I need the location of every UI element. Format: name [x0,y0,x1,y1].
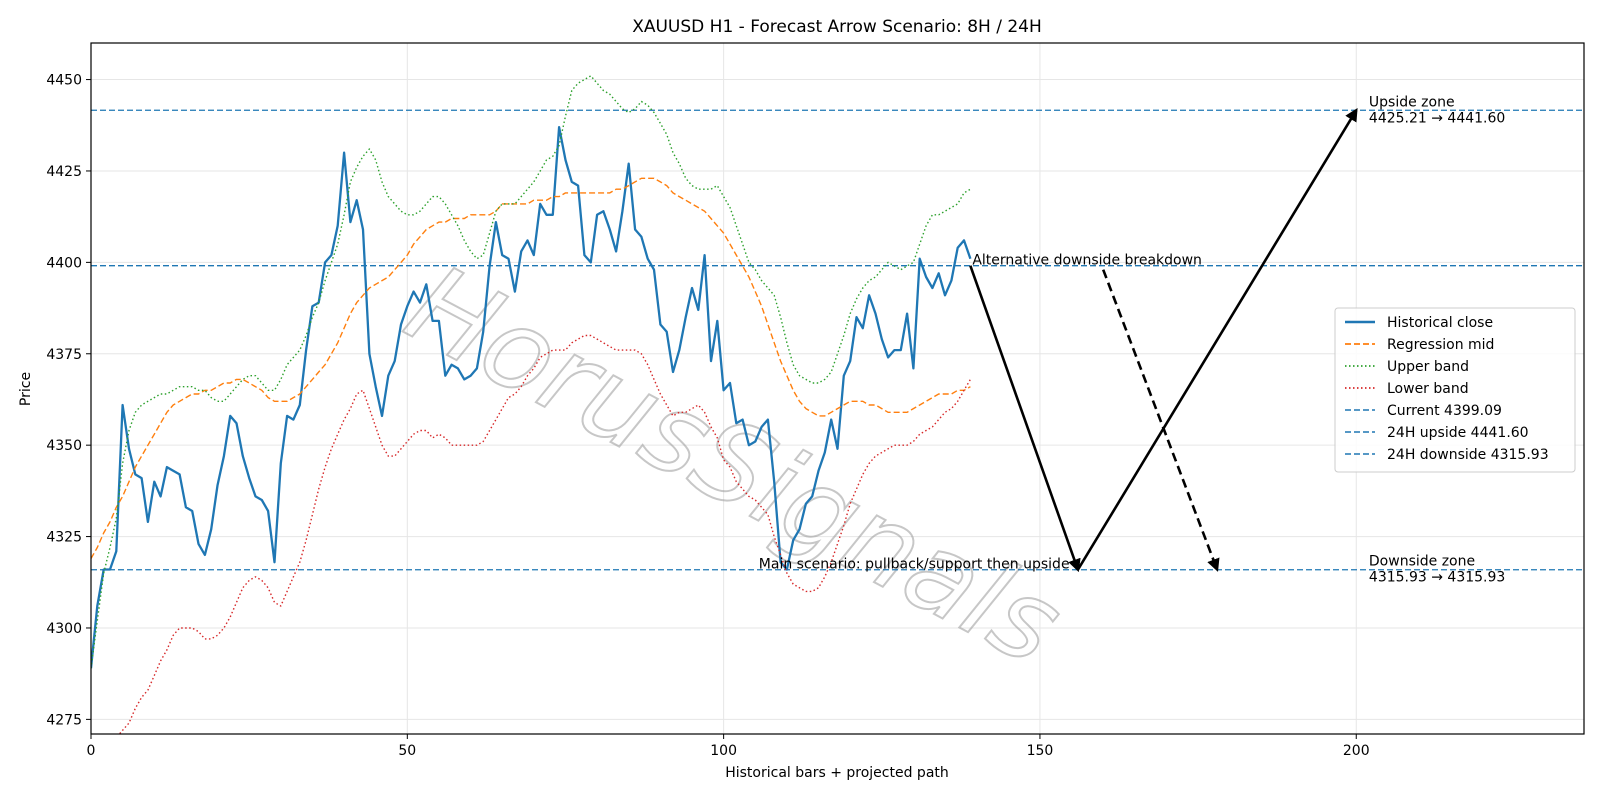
legend-label: 24H upside 4441.60 [1387,425,1529,441]
annotation-3-line-0: Downside zone [1369,554,1475,570]
annotation-1: Main scenario: pullback/support then ups… [759,557,1070,573]
y-tick-label: 4275 [46,712,82,728]
legend-label: 24H downside 4315.93 [1387,447,1549,463]
y-tick-label: 4350 [46,438,82,454]
chart-title: XAUUSD H1 - Forecast Arrow Scenario: 8H … [632,17,1042,37]
plot-frame [90,42,1585,735]
x-tick-label: 200 [1343,743,1370,759]
legend: Historical close Regression mid Upper band… [1334,307,1576,473]
series-line-3 [118,334,972,734]
forecast-arrow-1 [1076,108,1358,571]
legend-label: Regression mid [1387,337,1494,353]
legend-label: Upper band [1387,359,1469,375]
annotation-0: Alternative downside breakdown [972,253,1202,269]
series-line-0 [91,125,972,669]
forecast-arrow-2 [1101,269,1220,572]
series-lines [91,75,972,734]
annotation-2-line-0: Upside zone [1369,94,1455,110]
x-axis-label: Historical bars + projected path [725,765,949,781]
y-tick-label: 4400 [46,255,82,271]
y-tick-label: 4425 [46,164,82,180]
x-tick-label: 150 [1027,743,1054,759]
y-tick-label: 4375 [46,347,82,363]
legend-box [1334,307,1576,473]
x-tick-label: 0 [87,743,96,759]
y-tick-label: 4325 [46,530,82,546]
y-tick-label: 4450 [46,73,82,89]
legend-label: Historical close [1387,315,1493,331]
y-tick-label: 4300 [46,621,82,637]
reference-lines [91,109,1584,571]
series-line-1 [91,177,971,559]
y-axis-label: Price [18,372,34,406]
forecast-arrow-0 [969,265,1081,573]
x-tick-label: 50 [398,743,416,759]
annotations: Alternative downside breakdown Main scena… [759,94,1506,585]
legend-label: Current 4399.09 [1387,403,1502,419]
annotation-2-line-1: 4425.21 → 4441.60 [1369,110,1505,126]
x-tick-label: 100 [710,743,737,759]
annotation-3-line-1: 4315.93 → 4315.93 [1369,570,1505,586]
y-axis-ticks: 4275 4300 4325 4350 4375 4400 4425 4450 [46,73,91,728]
forecast-arrows [969,108,1358,573]
x-axis-ticks: 0 50 100 150 200 [87,734,1370,759]
watermark: HorusSignals [388,240,1082,690]
legend-label: Lower band [1387,381,1469,397]
